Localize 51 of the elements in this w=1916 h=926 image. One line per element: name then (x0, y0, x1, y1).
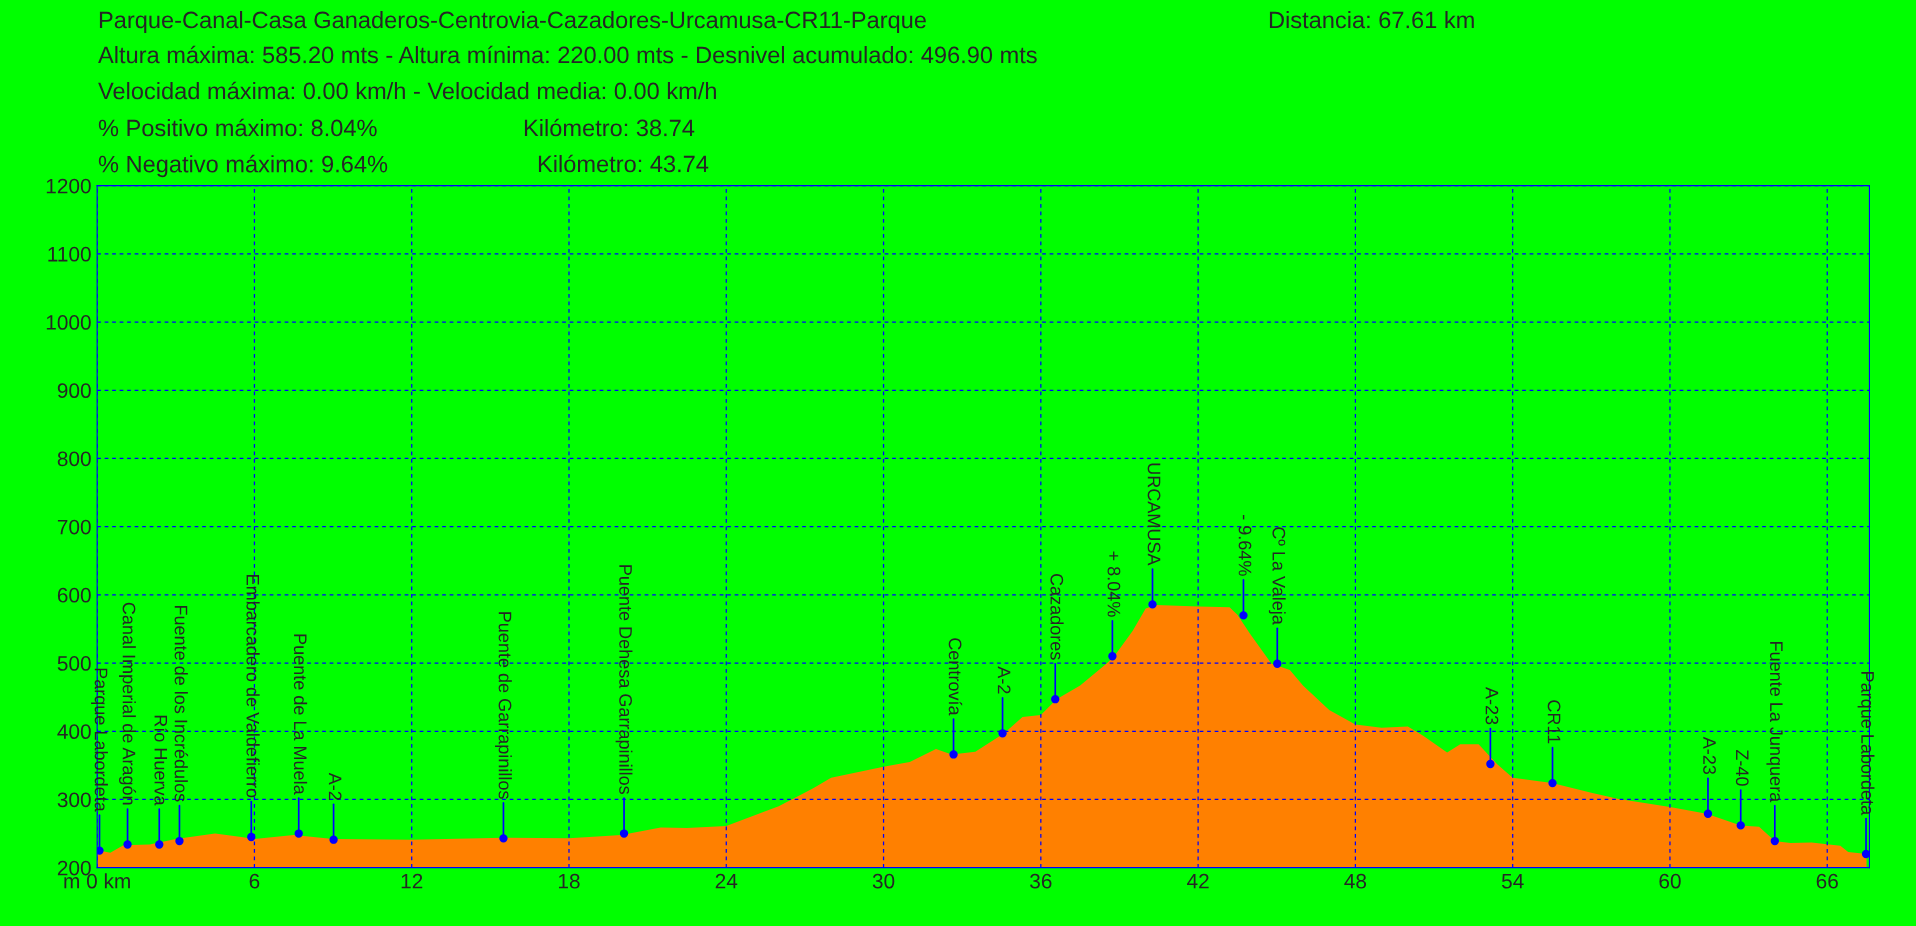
x-tick-label: 6 (249, 873, 260, 889)
y-tick-label: 400 (57, 724, 91, 740)
annotation: URCAMUSA (1147, 463, 1161, 566)
y-tick-label: 600 (57, 587, 91, 603)
annotation: Cº La Valeja (1268, 527, 1286, 625)
annotation: Parque Labordeta (91, 668, 108, 812)
annotation: Centrovía (948, 638, 963, 716)
x-tick-label: 30 (872, 873, 895, 889)
annotation: + 8.04% (1107, 551, 1121, 617)
annotation: Canal Imperial de Aragón (119, 602, 137, 805)
text: Altura máxima: 585.20 mts - Altura mínima: 220.00 mts - Desnivel acumulado: 496.90 mts (98, 45, 1037, 64)
annotation: A-2 (997, 666, 1011, 694)
y-tick-label: 1000 (46, 315, 91, 330)
annotation: CR11 (1547, 700, 1561, 744)
annotation: A-23 (1703, 736, 1716, 775)
y-tick-label: 900 (57, 383, 91, 399)
y-tick-label: 800 (57, 451, 91, 467)
y-tick-label: 700 (57, 519, 91, 535)
annotation: Puente Dehesa Garrapinillos (615, 565, 633, 795)
text: Kilómetro: 38.74 (524, 118, 695, 137)
annotation: Z-40 (1735, 749, 1749, 786)
y-tick-label: 1100 (48, 246, 91, 262)
text: % Positivo máximo: 8.04% (98, 118, 377, 137)
x-tick-label: 54 (1501, 873, 1524, 889)
annotation: Fuente de los Incrédulos (174, 605, 189, 802)
x-tick-label: 60 (1659, 873, 1681, 889)
text: Distancia: 67.61 km (1269, 11, 1474, 29)
y-tick-label: 1200 (46, 178, 91, 194)
x-tick-label: 12 (401, 873, 423, 889)
x-tick-label: 42 (1187, 873, 1209, 889)
text: Velocidad máxima: 0.00 km/h - Velocidad media: 0.00 km/h (98, 81, 716, 100)
annotation: Cazadores (1050, 573, 1064, 660)
annotation: Parque Labordeta (1857, 672, 1875, 816)
y-tick-label: 500 (57, 656, 91, 671)
x-tick-label: 48 (1344, 873, 1367, 889)
annotation: A-2 (328, 772, 342, 800)
annotation: - 9.64% (1238, 515, 1252, 576)
annotation: Río Huerva (154, 715, 168, 806)
chart-title: Parque-Canal-Casa Ganaderos-Centrovia-Cazadores-Urcamusa-CR11-Parque (99, 11, 926, 34)
x-tick-label: 66 (1816, 873, 1838, 889)
annotation: Fuente La Junquera (1766, 642, 1783, 803)
text: Kilómetro: 43.74 (538, 154, 709, 173)
annotation: Puente de Garrapinillos (495, 612, 512, 799)
annotation: Embarcadero de Valdefierro (246, 575, 260, 798)
x-tick-label: 36 (1030, 873, 1052, 889)
annotation: A-23 (1485, 687, 1499, 725)
x-tick-label: 24 (715, 873, 738, 889)
text: % Negativo máximo: 9.64% (98, 154, 388, 178)
annotation: Puente de La Muela (293, 634, 308, 795)
y-tick-label: 300 (57, 792, 91, 808)
x-tick-label: 18 (558, 873, 580, 889)
